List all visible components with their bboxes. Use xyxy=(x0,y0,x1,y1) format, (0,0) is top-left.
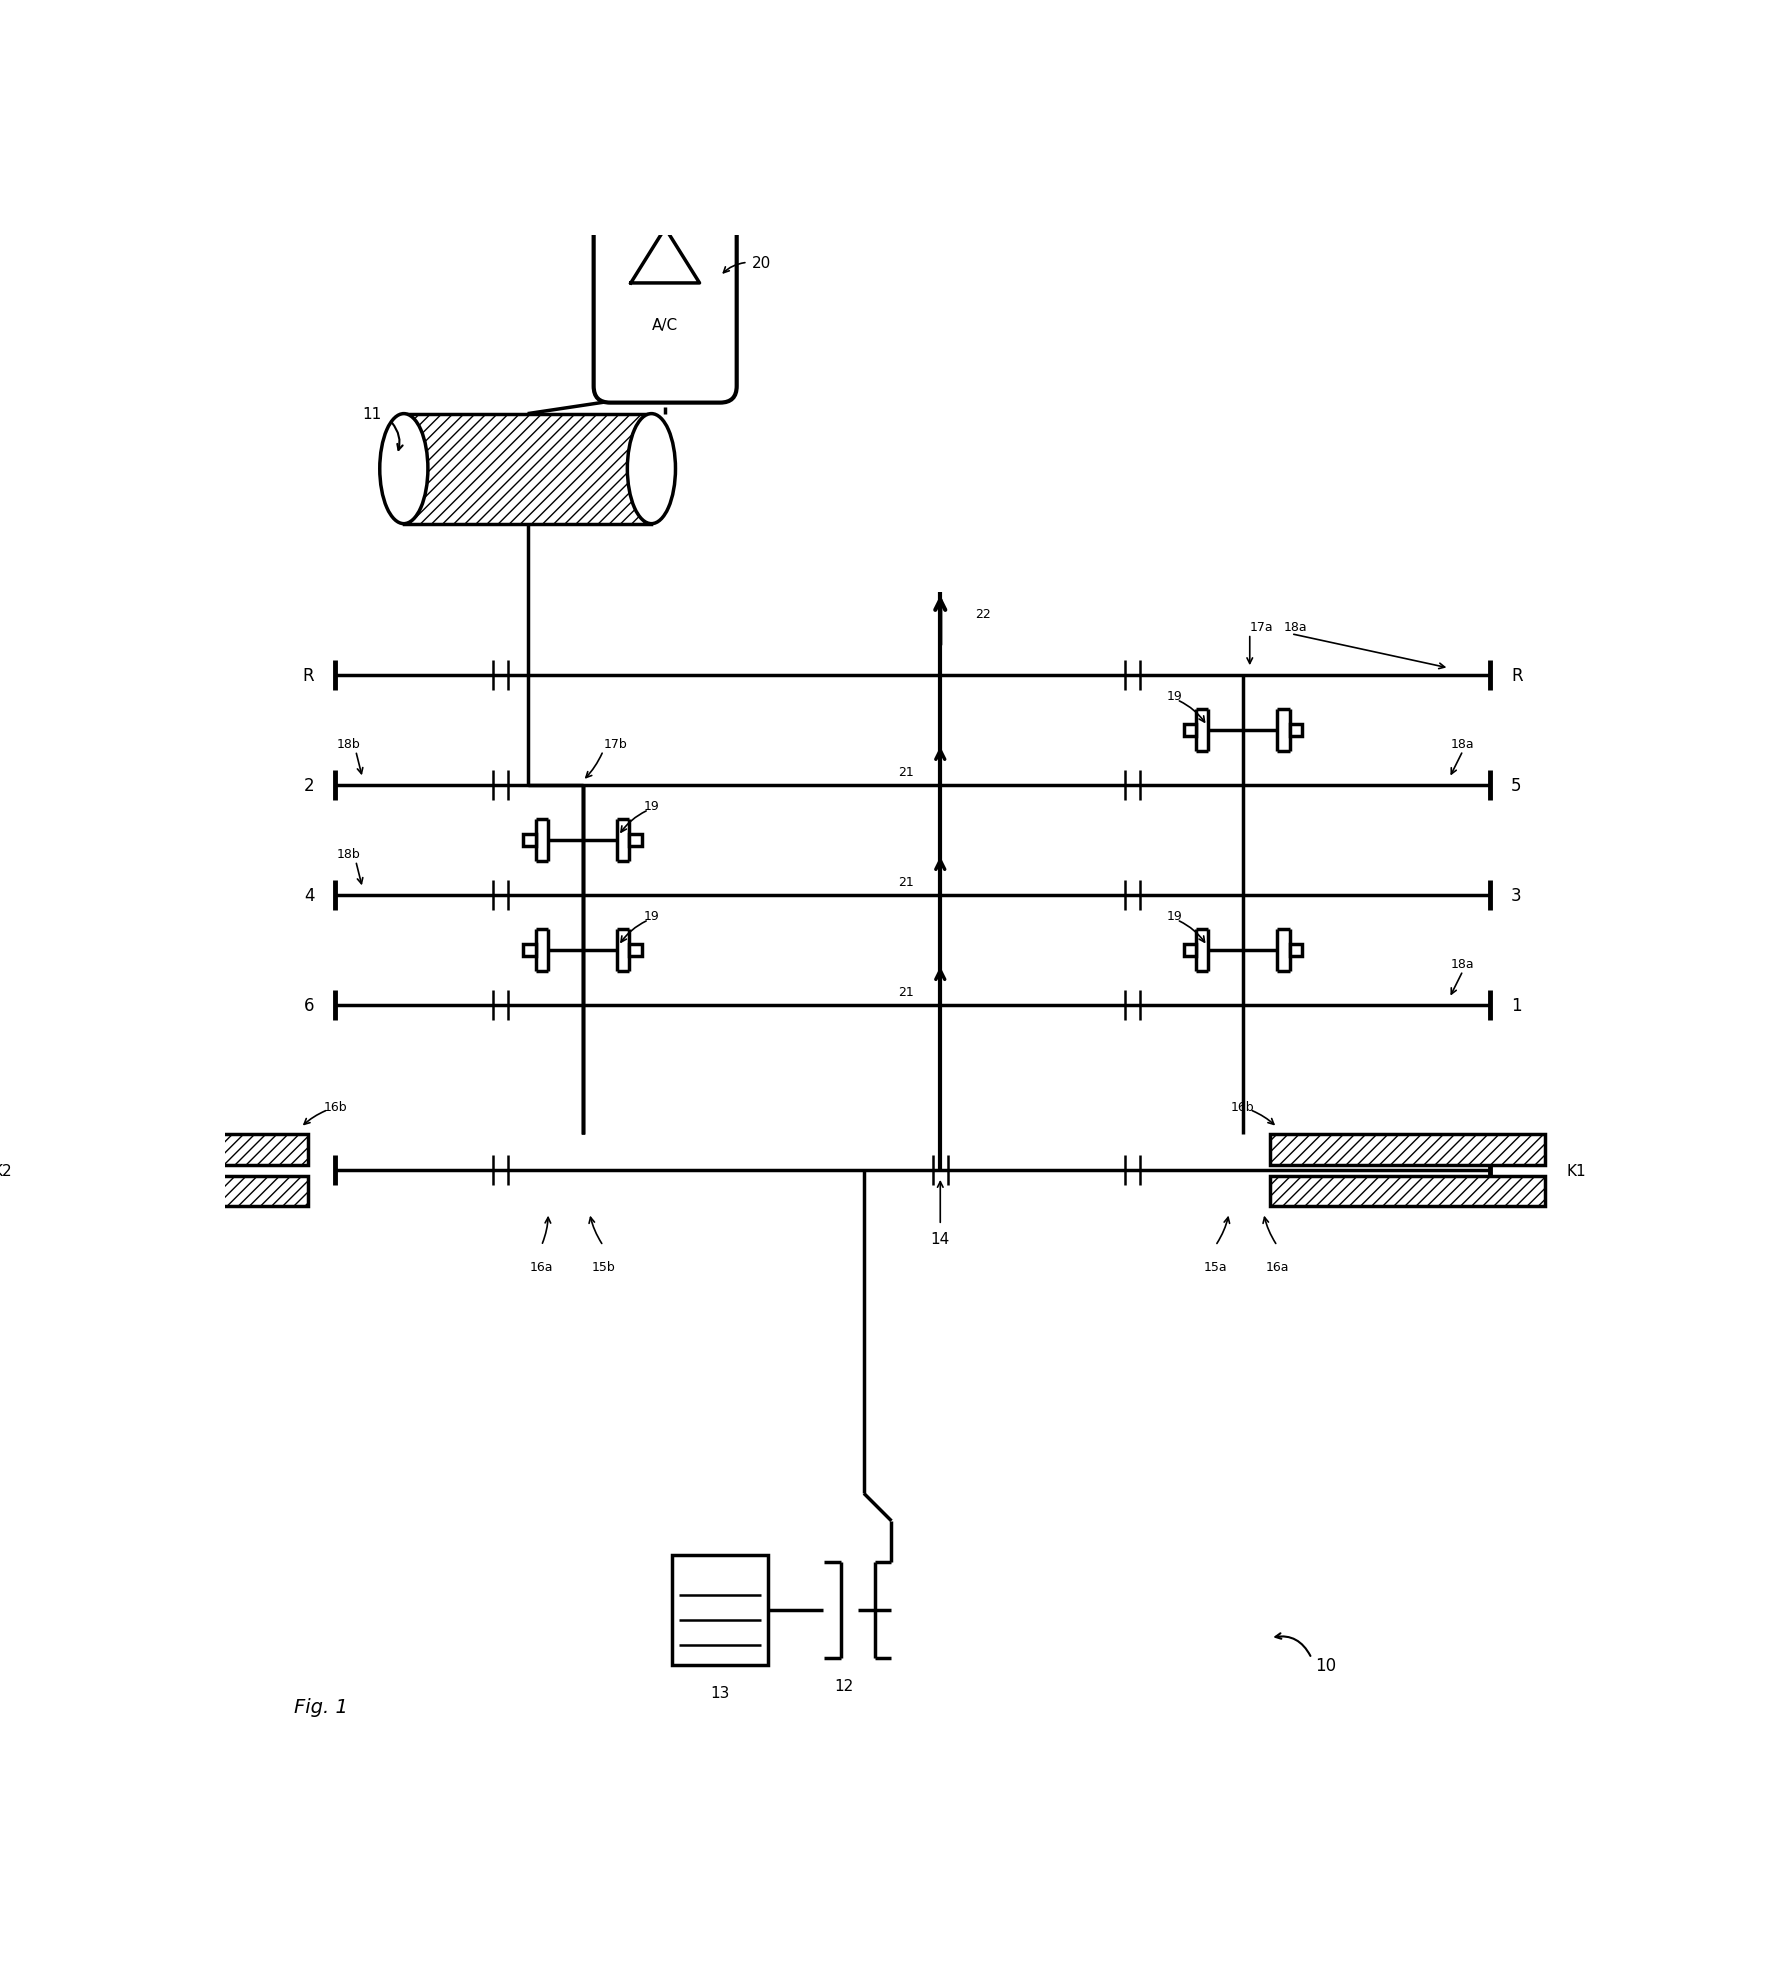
Bar xyxy=(1184,945,1196,956)
Text: 19: 19 xyxy=(643,799,659,813)
Text: R: R xyxy=(303,666,315,685)
Text: 3: 3 xyxy=(1509,886,1520,905)
Text: 4: 4 xyxy=(304,886,315,905)
Text: 6: 6 xyxy=(304,996,315,1015)
Ellipse shape xyxy=(627,414,675,524)
Text: 16a: 16a xyxy=(529,1261,554,1273)
Text: 12: 12 xyxy=(833,1679,853,1693)
Text: 19: 19 xyxy=(1166,909,1182,923)
Text: 16b: 16b xyxy=(1230,1100,1253,1114)
Ellipse shape xyxy=(379,414,427,524)
Bar xyxy=(1269,1135,1545,1165)
Text: 10: 10 xyxy=(1314,1656,1335,1675)
Text: R: R xyxy=(1509,666,1522,685)
Text: 17a: 17a xyxy=(1250,621,1273,634)
Bar xyxy=(1289,945,1301,956)
Text: 18b: 18b xyxy=(336,738,361,750)
Text: 13: 13 xyxy=(710,1685,730,1701)
Text: K1: K1 xyxy=(1565,1163,1584,1178)
Text: 17b: 17b xyxy=(603,738,627,750)
Text: A/C: A/C xyxy=(651,318,678,332)
Bar xyxy=(32,1176,308,1206)
Text: 21: 21 xyxy=(897,876,913,888)
Bar xyxy=(1184,725,1196,736)
Text: 1: 1 xyxy=(1509,996,1520,1015)
Text: Fig. 1: Fig. 1 xyxy=(294,1697,347,1717)
Text: 18a: 18a xyxy=(1283,621,1307,634)
Text: 5: 5 xyxy=(1509,776,1520,795)
Bar xyxy=(523,835,536,846)
Text: 15a: 15a xyxy=(1203,1261,1226,1273)
Bar xyxy=(671,1555,767,1665)
Text: 21: 21 xyxy=(897,766,913,778)
Text: 21: 21 xyxy=(897,986,913,998)
Text: 19: 19 xyxy=(1166,689,1182,703)
Text: 18b: 18b xyxy=(336,848,361,860)
Text: 18a: 18a xyxy=(1451,738,1474,750)
Bar xyxy=(628,945,641,956)
Bar xyxy=(523,945,536,956)
Bar xyxy=(32,1135,308,1165)
Bar xyxy=(628,835,641,846)
Text: 22: 22 xyxy=(974,607,990,621)
Text: K2: K2 xyxy=(0,1163,12,1178)
Bar xyxy=(1269,1176,1545,1206)
Text: 16a: 16a xyxy=(1266,1261,1289,1273)
Text: 14: 14 xyxy=(931,1231,949,1247)
Text: 11: 11 xyxy=(363,407,381,422)
Text: 16b: 16b xyxy=(322,1100,347,1114)
Text: 15b: 15b xyxy=(591,1261,614,1273)
Bar xyxy=(404,414,651,524)
Text: 19: 19 xyxy=(643,909,659,923)
Text: 20: 20 xyxy=(751,255,771,271)
Bar xyxy=(1289,725,1301,736)
Text: 2: 2 xyxy=(304,776,315,795)
FancyBboxPatch shape xyxy=(593,206,737,403)
Text: 18a: 18a xyxy=(1451,958,1474,970)
